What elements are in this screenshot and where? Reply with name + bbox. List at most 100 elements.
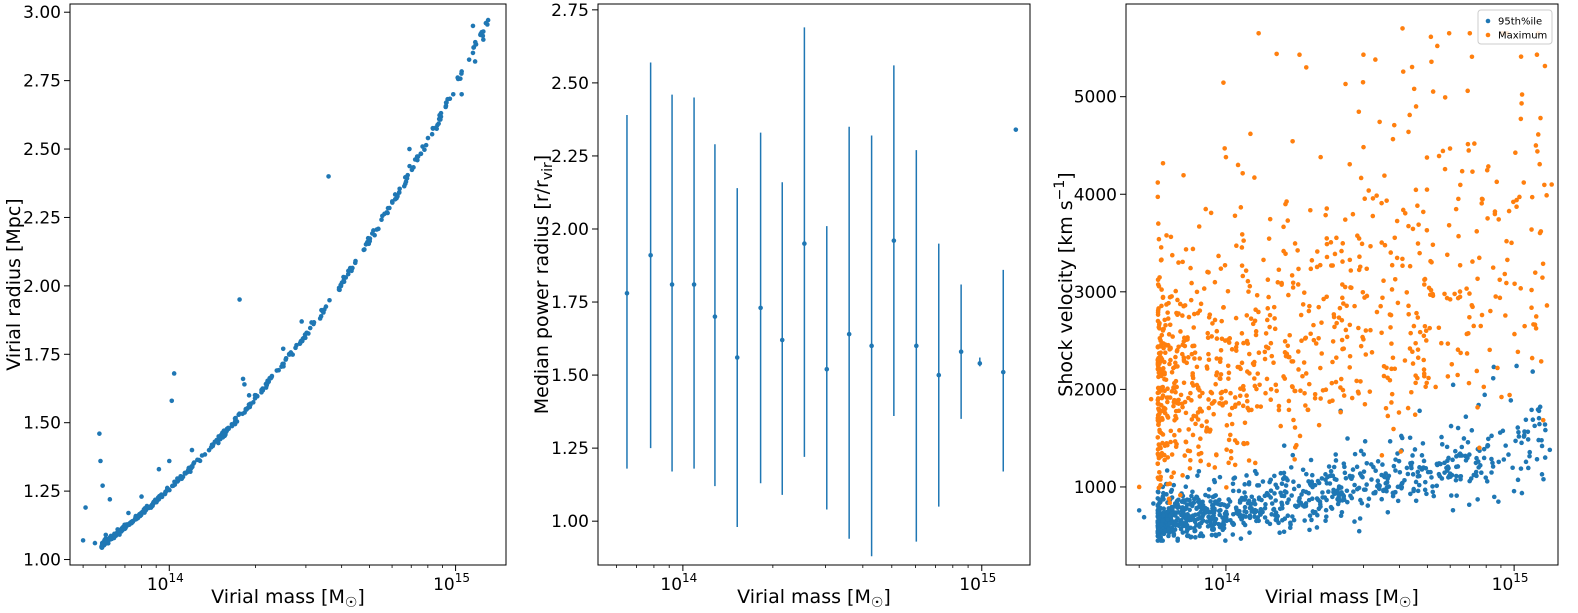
maximum-point xyxy=(1245,278,1251,284)
maximum-point xyxy=(1224,423,1230,428)
percentile-point xyxy=(1404,465,1410,471)
y-tick-label: 2.25 xyxy=(551,147,589,167)
maximum-point xyxy=(1188,265,1193,271)
maximum-point xyxy=(1485,216,1490,221)
maximum-point xyxy=(1415,347,1421,352)
percentile-point xyxy=(1478,463,1483,468)
percentile-point xyxy=(1410,472,1416,477)
maximum-point xyxy=(1361,52,1366,58)
percentile-point xyxy=(1375,478,1381,484)
percentile-point xyxy=(1157,534,1162,540)
maximum-point xyxy=(1159,356,1165,362)
percentile-point xyxy=(1254,518,1259,524)
data-point xyxy=(437,112,442,118)
percentile-point xyxy=(1420,441,1426,446)
percentile-point xyxy=(1247,530,1252,535)
maximum-point xyxy=(1158,257,1164,263)
percentile-point xyxy=(1489,456,1494,462)
maximum-point xyxy=(1312,391,1318,397)
maximum-point xyxy=(1204,366,1210,371)
data-point xyxy=(349,268,354,274)
data-point xyxy=(250,400,256,405)
percentile-point xyxy=(1171,531,1177,537)
maximum-point xyxy=(1224,447,1229,452)
percentile-point xyxy=(1210,525,1215,530)
maximum-point xyxy=(1162,457,1167,463)
data-point xyxy=(242,382,247,387)
maximum-point xyxy=(1382,173,1387,178)
percentile-point xyxy=(1187,507,1192,513)
maximum-point xyxy=(1472,141,1477,146)
maximum-point xyxy=(1258,404,1264,409)
maximum-point xyxy=(1167,395,1173,400)
percentile-point xyxy=(1206,494,1211,499)
percentile-point xyxy=(1396,458,1402,464)
maximum-point xyxy=(1156,401,1161,406)
percentile-point xyxy=(1237,508,1242,514)
maximum-point xyxy=(1163,323,1168,328)
percentile-point xyxy=(1184,533,1190,539)
percentile-point xyxy=(1286,497,1292,502)
maximum-point xyxy=(1381,363,1387,369)
maximum-point xyxy=(1466,148,1472,153)
maximum-point xyxy=(1347,161,1353,167)
percentile-point xyxy=(1226,497,1231,502)
percentile-point xyxy=(1166,527,1171,533)
percentile-point xyxy=(1453,464,1459,470)
x-tick-exponent: 14 xyxy=(168,571,183,585)
percentile-point xyxy=(1491,494,1497,500)
percentile-point xyxy=(1279,493,1285,498)
percentile-point xyxy=(1543,427,1548,433)
percentile-point xyxy=(1454,493,1459,498)
maximum-point xyxy=(1201,286,1207,291)
maximum-point xyxy=(1155,282,1161,287)
maximum-point xyxy=(1189,417,1195,422)
percentile-point xyxy=(1209,532,1215,538)
percentile-point xyxy=(1439,442,1445,447)
percentile-point xyxy=(1536,437,1541,443)
maximum-point xyxy=(1225,288,1231,294)
maximum-point xyxy=(1413,187,1419,193)
maximum-point xyxy=(1377,119,1382,125)
percentile-point xyxy=(1334,477,1339,483)
maximum-point xyxy=(1265,306,1271,311)
maximum-point xyxy=(1169,369,1175,375)
maximum-point xyxy=(1246,289,1251,294)
percentile-point xyxy=(1375,459,1381,464)
x-axis-label-subscript: ☉ xyxy=(345,595,358,611)
maximum-point xyxy=(1502,271,1508,277)
maximum-point xyxy=(1400,26,1405,31)
maximum-point xyxy=(1279,280,1284,286)
data-point xyxy=(214,439,220,444)
maximum-point xyxy=(1268,340,1274,346)
maximum-point xyxy=(1341,393,1347,398)
data-point xyxy=(199,453,205,458)
maximum-point xyxy=(1357,254,1362,260)
maximum-point xyxy=(1268,397,1274,403)
maximum-point xyxy=(1349,395,1355,401)
data-point xyxy=(367,239,372,244)
data-point xyxy=(133,513,139,519)
maximum-point xyxy=(1219,336,1225,342)
x-tick-base: 10 xyxy=(1203,575,1225,595)
percentile-point xyxy=(1475,497,1480,502)
percentile-point xyxy=(1356,485,1362,491)
data-point xyxy=(283,355,289,361)
maximum-point xyxy=(1241,238,1246,243)
percentile-point xyxy=(1249,509,1255,514)
maximum-point xyxy=(1171,470,1177,475)
maximum-point xyxy=(1406,312,1411,317)
maximum-point xyxy=(1424,187,1430,192)
percentile-point xyxy=(1242,522,1248,528)
percentile-point xyxy=(1508,398,1514,403)
percentile-point xyxy=(1351,489,1356,494)
percentile-point xyxy=(1300,467,1306,473)
maximum-point xyxy=(1457,289,1463,294)
maximum-point xyxy=(1166,332,1172,337)
percentile-point xyxy=(1542,455,1548,460)
y-tick-label: 2.00 xyxy=(551,220,589,240)
data-point xyxy=(158,494,164,500)
maximum-point xyxy=(1410,361,1416,366)
percentile-point xyxy=(1364,460,1370,466)
maximum-point xyxy=(1360,79,1366,85)
